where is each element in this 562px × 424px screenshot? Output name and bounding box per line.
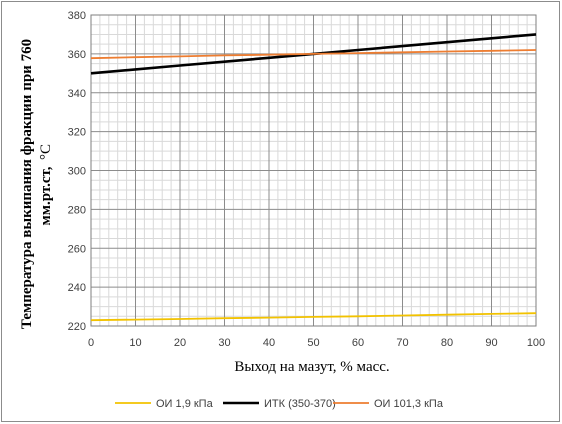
series-line xyxy=(90,49,537,60)
plot-area-border xyxy=(90,14,537,327)
series-lines xyxy=(90,33,537,322)
x-axis-title: Выход на мазут, % масс. xyxy=(234,359,389,375)
legend-item: ИТК (350-370) xyxy=(223,398,336,410)
y-tick-label: 280 xyxy=(68,204,86,216)
legend-item: ОИ 101,3 кПа xyxy=(333,398,444,410)
y-tick-label: 320 xyxy=(68,127,86,139)
x-tick-label: 100 xyxy=(527,337,545,349)
y-tick-labels: 220 240 260 280 300 320 340 360 380 xyxy=(68,10,86,333)
x-tick-labels: 0 10 20 30 40 50 60 70 80 90 100 xyxy=(88,337,545,349)
x-tick-label: 90 xyxy=(485,337,497,349)
legend-label: ОИ 1,9 кПа xyxy=(156,398,214,410)
legend: ОИ 1,9 кПа ИТК (350-370) ОИ 101,3 кПа xyxy=(115,398,444,410)
y-axis-title: Температура выкипания фракции при 760 мм… xyxy=(19,39,54,329)
legend-label: ОИ 101,3 кПа xyxy=(374,398,444,410)
y-axis-title-unit: °С xyxy=(38,144,54,160)
y-tick-label: 260 xyxy=(68,243,86,255)
y-axis-title-line1: Температура выкипания фракции при 760 xyxy=(19,39,35,329)
y-tick-label: 380 xyxy=(68,10,86,22)
y-tick-label: 340 xyxy=(68,88,86,100)
y-tick-label: 220 xyxy=(68,321,86,333)
y-tick-label: 240 xyxy=(68,282,86,294)
x-tick-label: 80 xyxy=(441,337,453,349)
x-tick-label: 50 xyxy=(307,337,319,349)
x-tick-label: 40 xyxy=(263,337,275,349)
x-tick-label: 30 xyxy=(218,337,230,349)
x-tick-label: 0 xyxy=(88,337,94,349)
legend-label: ИТК (350-370) xyxy=(264,398,336,410)
grid-lines xyxy=(90,14,537,327)
y-tick-label: 360 xyxy=(68,49,86,61)
x-tick-label: 60 xyxy=(352,337,364,349)
x-tick-label: 10 xyxy=(129,337,141,349)
x-tick-label: 20 xyxy=(174,337,186,349)
y-tick-label: 300 xyxy=(68,166,86,178)
x-tick-label: 70 xyxy=(396,337,408,349)
series-line xyxy=(90,312,537,322)
legend-item: ОИ 1,9 кПа xyxy=(115,398,214,410)
y-axis-title-line2: мм.рт.ст, xyxy=(38,166,54,225)
